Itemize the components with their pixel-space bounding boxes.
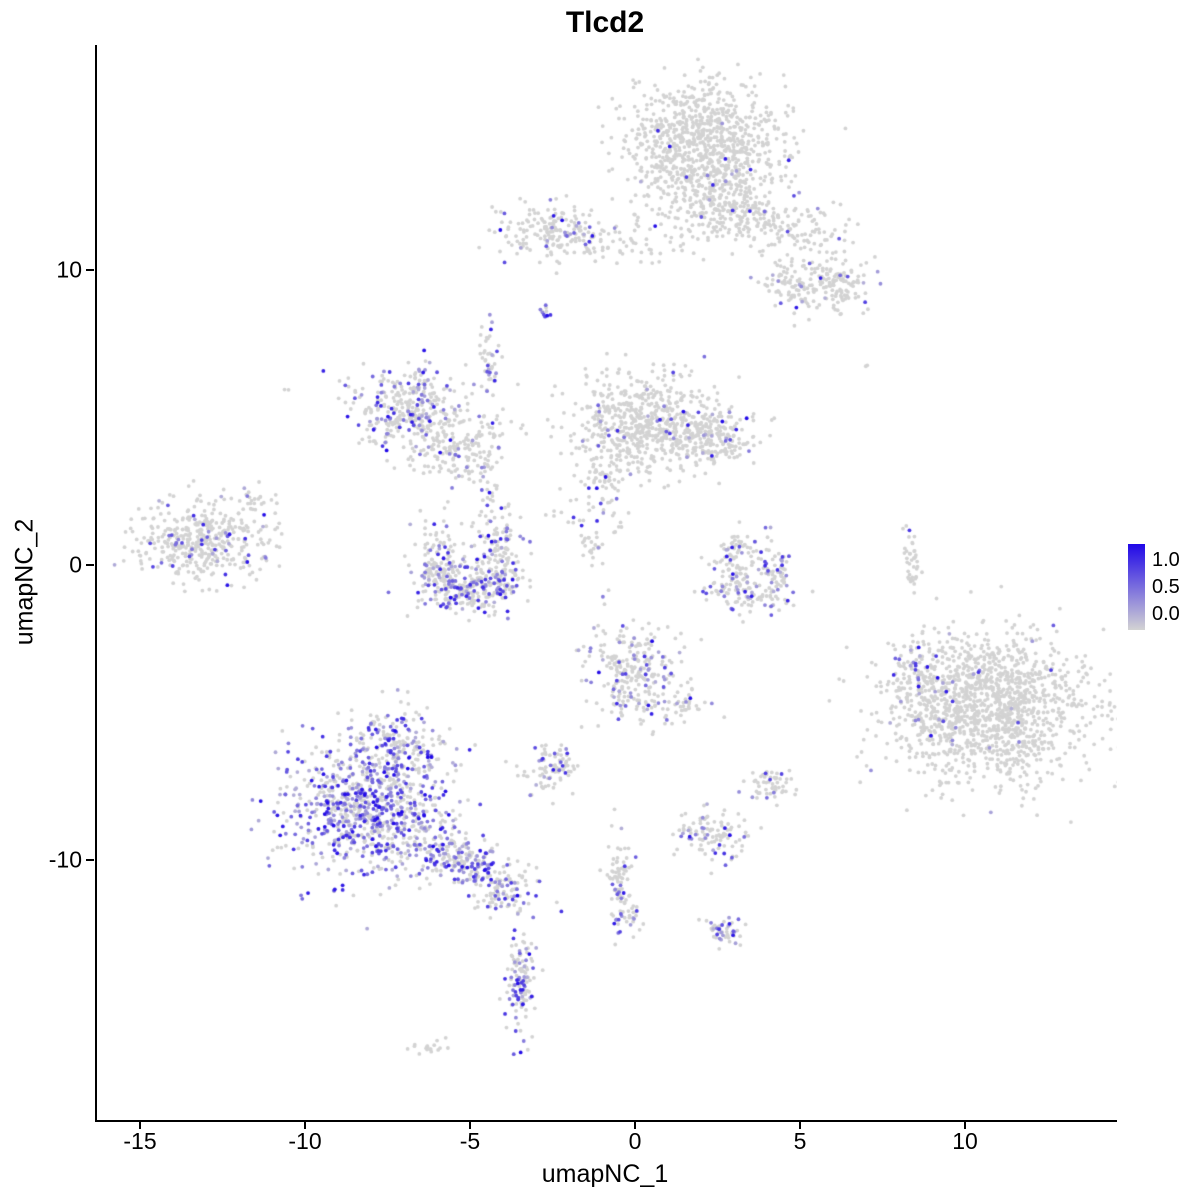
plot-area — [95, 45, 1117, 1122]
legend-label-low: 0.0 — [1152, 603, 1180, 625]
y-tick-label: 0 — [69, 551, 82, 578]
x-tick-label: 5 — [793, 1128, 807, 1154]
x-tick-label: 10 — [952, 1128, 978, 1154]
y-tick-label: 10 — [56, 256, 82, 283]
x-tick-mark — [303, 1121, 306, 1129]
legend-label-mid: 0.5 — [1152, 576, 1180, 598]
x-tick-mark — [963, 1121, 966, 1129]
y-tick-label: -10 — [48, 846, 82, 873]
legend-label-high: 1.0 — [1152, 549, 1180, 571]
y-tick-mark — [86, 564, 94, 567]
legend-gradient-bar — [1128, 544, 1145, 630]
x-tick-mark — [468, 1121, 471, 1129]
scatter-canvas — [97, 45, 1117, 1120]
y-tick-mark — [86, 269, 94, 272]
x-axis-label: umapNC_1 — [541, 1160, 669, 1188]
x-tick-mark — [138, 1121, 141, 1129]
x-tick-mark — [633, 1121, 636, 1129]
x-tick-label: -10 — [288, 1128, 322, 1154]
x-tick-label: -15 — [123, 1128, 157, 1154]
y-tick-mark — [86, 859, 94, 862]
x-tick-label: 0 — [628, 1128, 642, 1154]
x-tick-label: -5 — [459, 1128, 481, 1154]
y-axis-label: umapNC_2 — [10, 518, 39, 646]
x-tick-mark — [798, 1121, 801, 1129]
chart-title: Tlcd2 — [565, 6, 645, 39]
